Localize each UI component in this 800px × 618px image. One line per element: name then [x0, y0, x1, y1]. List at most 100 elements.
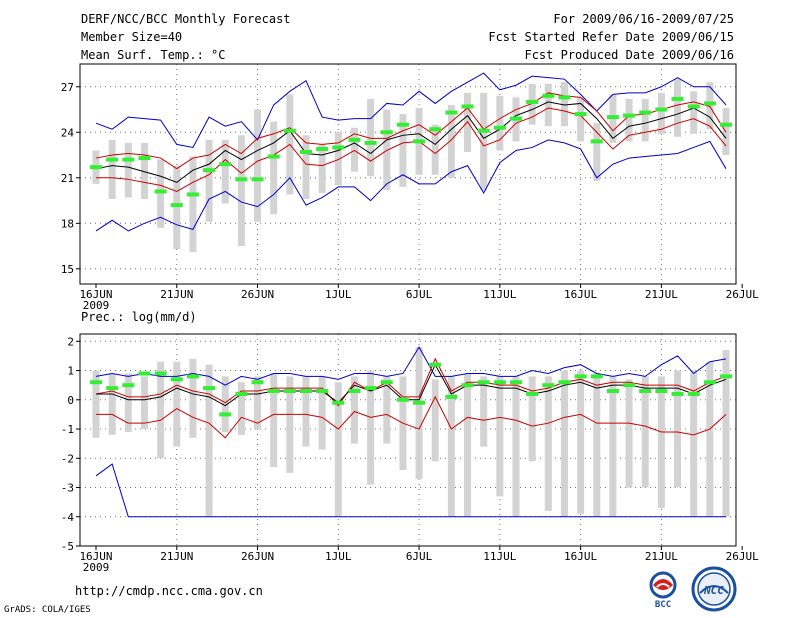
median-marker [364, 140, 377, 145]
member-spread-box [447, 376, 455, 517]
member-spread-box [674, 79, 682, 137]
median-marker [493, 380, 506, 385]
member-spread-box [560, 82, 568, 127]
median-marker [380, 130, 393, 135]
member-spread-box [625, 98, 633, 142]
member-spread-box [270, 121, 278, 215]
median-marker [235, 391, 248, 396]
median-marker [122, 157, 135, 162]
member-spread-box [625, 379, 633, 488]
member-spread-box [496, 376, 504, 497]
chart-title: DERF/NCC/BCC Monthly Forecast [81, 12, 291, 26]
median-marker [235, 177, 248, 182]
min-envelope-line [95, 463, 726, 518]
x-tick-label: 1JUL [325, 550, 352, 563]
plot-frame [79, 63, 737, 285]
member-spread-box [415, 347, 423, 479]
median-marker [122, 383, 135, 388]
x-tick-label: 16JUN [79, 550, 112, 563]
median-marker [687, 104, 700, 109]
y-tick-label: -2 [61, 452, 74, 465]
member-spread-box [496, 95, 504, 151]
member-spread-box [383, 376, 391, 444]
median-marker [687, 391, 700, 396]
member-spread-box [367, 98, 375, 177]
median-marker [316, 389, 329, 394]
median-marker [590, 374, 603, 379]
median-marker [558, 380, 571, 385]
median-marker [251, 380, 264, 385]
x-tick-label: 21JUN [160, 288, 193, 301]
member-spread-box [560, 370, 568, 517]
x-tick-label: 16JUL [564, 288, 597, 301]
y-tick-label: 18 [61, 217, 74, 230]
x-tick-label: 11JUL [483, 288, 516, 301]
x-tick-label: 26JUL [726, 288, 759, 301]
median-marker [655, 389, 668, 394]
member-spread-box [690, 370, 698, 517]
member-spread-box [237, 135, 245, 247]
y-tick-label: 2 [67, 335, 74, 348]
member-spread-box [270, 373, 278, 468]
median-marker [138, 156, 151, 161]
member-spread-box [237, 382, 245, 435]
median-marker [186, 374, 199, 379]
median-marker [90, 380, 102, 385]
median-marker [429, 362, 442, 367]
x-tick-label: 1JUL [325, 288, 352, 301]
x-tick-label: 21JUL [645, 288, 678, 301]
x-tick-label: 6JUL [406, 550, 433, 563]
y-tick-label: 24 [61, 126, 75, 139]
y-tick-label: 0 [67, 394, 74, 407]
ncc-logo-text: NCC [703, 584, 724, 597]
member-spread-box [706, 361, 714, 517]
median-marker [90, 165, 102, 170]
median-marker [655, 107, 668, 112]
member-spread-box [157, 361, 165, 459]
member-spread-box [464, 373, 472, 517]
x-tick-label: 21JUL [645, 550, 678, 563]
forecast-start-date: Fcst Started Refer Date 2009/06/15 [488, 30, 734, 44]
member-spread-box [641, 376, 649, 488]
median-marker [300, 150, 312, 154]
y-tick-label: -5 [61, 540, 74, 553]
median-marker [526, 391, 539, 396]
member-spread-box [173, 361, 181, 447]
year-label: 2009 [83, 299, 110, 312]
median-marker [283, 128, 296, 133]
median-marker [623, 383, 636, 388]
member-spread-box [544, 83, 552, 127]
median-marker [106, 386, 119, 391]
forecast-period: For 2009/06/16-2009/07/25 [553, 12, 734, 26]
y-tick-label: 1 [67, 365, 74, 378]
y-tick-label: 15 [61, 263, 74, 276]
median-marker [510, 380, 522, 385]
member-spread-box [706, 82, 714, 130]
median-marker [623, 113, 636, 118]
member-spread-box [528, 83, 536, 125]
ncc-logo: NCC [690, 565, 738, 613]
median-marker [671, 96, 684, 101]
member-spread-box [690, 91, 698, 134]
x-tick-label: 11JUL [483, 550, 516, 563]
member-spread-box [657, 376, 665, 508]
member-spread-box [205, 364, 213, 517]
member-spread-box [189, 358, 197, 438]
member-spread-box [189, 156, 197, 253]
forecast-produced-date: Fcst Produced Date 2009/06/16 [524, 48, 734, 62]
bcc-logo: BCC [641, 569, 685, 610]
median-marker [348, 389, 361, 394]
member-spread-box [350, 127, 358, 172]
footer-url[interactable]: http://cmdp.ncc.cma.gov.cn [75, 584, 263, 598]
median-marker [154, 189, 167, 194]
median-marker [332, 400, 345, 405]
median-marker [267, 389, 280, 394]
median-marker [720, 122, 732, 127]
lower-spread-line [96, 107, 727, 192]
median-marker [154, 371, 167, 376]
min-envelope-line [95, 139, 727, 232]
x-tick-label: 26JUL [726, 550, 759, 563]
x-tick-label: 6JUL [406, 288, 433, 301]
member-spread-box [108, 139, 116, 200]
y-tick-label: 21 [61, 172, 74, 185]
